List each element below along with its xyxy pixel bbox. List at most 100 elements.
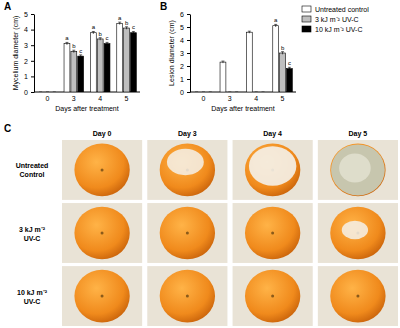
fruit [74, 144, 129, 197]
error-bar-cap [202, 92, 205, 93]
fruit [330, 144, 385, 197]
legend-label: Untreated control [315, 6, 369, 13]
bar [280, 53, 286, 92]
bar [201, 92, 207, 93]
significance-letter: c [106, 35, 109, 41]
y-tick: 0 [24, 89, 34, 96]
y-tick-label: 0 [180, 89, 184, 96]
error-bar-cap [281, 51, 284, 52]
x-tick-label: 5 [125, 95, 129, 102]
error-bar [288, 67, 291, 70]
y-tick: 5 [24, 11, 34, 18]
mold [249, 146, 296, 186]
photo [62, 266, 142, 326]
photo [233, 266, 313, 326]
significance-letter: a [92, 24, 96, 30]
error-bar [221, 61, 224, 63]
photo [233, 203, 313, 263]
error-bar [72, 50, 75, 52]
error-bar-stem [107, 42, 108, 44]
fruit [330, 270, 385, 323]
x-axis-title: Days after treatment [55, 105, 118, 113]
legend-swatch [302, 26, 311, 32]
photo-background [62, 203, 142, 263]
error-bar [46, 92, 49, 93]
x-axis: 0345 [190, 92, 296, 102]
bar [124, 28, 130, 92]
y-tick: 4 [180, 37, 190, 44]
bar [207, 92, 213, 93]
error-bar-cap [195, 92, 198, 93]
x-tick-label: 0 [45, 95, 49, 102]
error-bar-cap [288, 67, 291, 68]
mold [339, 153, 371, 182]
mold [167, 149, 204, 175]
error-bar [125, 27, 128, 29]
legend-swatch [302, 16, 311, 22]
error-bar-stem [126, 27, 127, 29]
bar [117, 23, 123, 92]
error-bar-cap [209, 92, 212, 93]
bar [71, 51, 77, 92]
y-axis: 012345 [24, 11, 34, 96]
panel-label: B [160, 1, 167, 12]
error-bar [248, 31, 251, 33]
bar [194, 92, 200, 93]
mold [331, 144, 385, 195]
x-tick-label: 4 [254, 95, 258, 102]
y-tick-mark [31, 30, 34, 31]
error-bar [99, 38, 102, 40]
photo [147, 140, 227, 200]
error-bar-cap [65, 42, 68, 43]
x-tick: 5 [281, 92, 285, 102]
y-tick-label: 0 [24, 89, 28, 96]
error-bar-cap [72, 50, 75, 51]
y-tick-mark [31, 14, 34, 15]
bar [227, 92, 233, 93]
y-axis-line [190, 15, 191, 93]
error-bar [92, 31, 95, 33]
column-header: Day 5 [349, 130, 368, 138]
photo-background [62, 266, 142, 326]
row-label: Control [20, 171, 45, 178]
error-bar-stem [100, 38, 101, 40]
fruit-stem [356, 295, 359, 298]
bar [78, 56, 84, 92]
error-bar-cap [106, 42, 109, 43]
fruit [245, 207, 300, 260]
error-bar-cap [221, 61, 224, 62]
photo-background [233, 140, 313, 200]
y-tick-label: 2 [24, 58, 28, 65]
error-bar-stem [249, 31, 250, 33]
significance-letter: b [125, 20, 129, 26]
y-axis: 0123456 [180, 11, 190, 96]
fruit [160, 144, 215, 197]
x-tick: 3 [228, 92, 232, 102]
error-bar-stem [133, 31, 134, 33]
significance-letter: b [99, 31, 103, 37]
error-bar-cap [255, 92, 258, 93]
error-bar-cap [235, 92, 238, 93]
significance-letter: b [72, 43, 76, 49]
photo-background [147, 203, 227, 263]
photo [318, 266, 398, 326]
error-bar-cap [39, 92, 42, 93]
y-tick: 1 [24, 73, 34, 80]
error-bar-cap [46, 92, 49, 93]
y-tick: 2 [24, 58, 34, 65]
photo [62, 140, 142, 200]
x-tick-label: 3 [228, 95, 232, 102]
fruit-stem [186, 232, 189, 235]
fruit [160, 207, 215, 260]
chart-panel: 0123450345aaabbbcccAMycelium diameter (c… [4, 1, 140, 113]
bar [220, 62, 226, 92]
fruit [160, 270, 215, 323]
error-bar-stem [93, 31, 94, 33]
legend-label: 10 kJ m⁻² UV-C [315, 26, 363, 33]
photo-background [147, 140, 227, 200]
error-bar-cap [228, 92, 231, 93]
x-tick: 3 [72, 92, 76, 102]
x-tick: 0 [45, 92, 49, 102]
error-bar [262, 92, 265, 93]
y-tick-label: 4 [24, 26, 28, 33]
